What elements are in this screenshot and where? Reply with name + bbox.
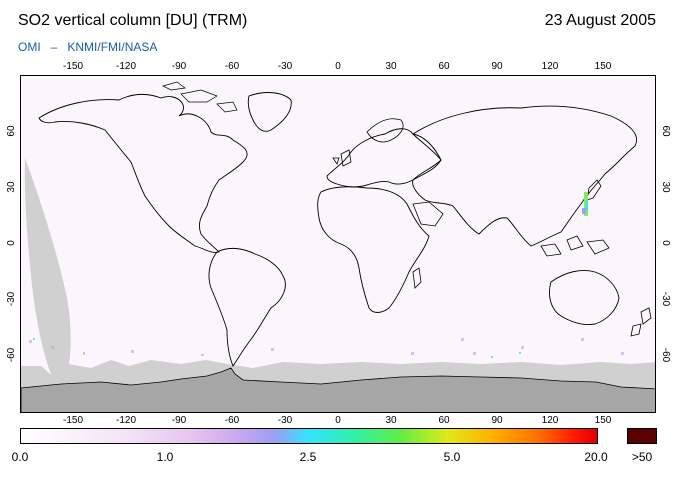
lon-tick-bottom: -90 [171,415,187,426]
map-title: SO2 vertical column [DU] (TRM) [18,12,248,29]
lat-tick-left: 0 [6,240,17,246]
lon-tick-top: 90 [491,61,503,72]
colorbar-label: 2.5 [299,450,317,464]
lon-tick-bottom: 30 [385,415,397,426]
lon-tick-bottom: 90 [491,415,503,426]
southeast-asian-islands [540,235,610,257]
credit-separator: – [50,40,58,54]
lat-tick-left: -30 [6,291,17,307]
arctic-islands [162,81,238,113]
data-credit: OMI – KNMI/FMI/NASA [18,40,157,54]
lon-tick-top: 0 [335,61,341,72]
lon-tick-top: -150 [62,61,84,72]
credit-instrument: OMI [18,40,41,54]
map-date: 23 August 2005 [544,12,656,29]
lon-tick-top: 120 [541,61,559,72]
europe [326,128,442,188]
colorbar-label: 20.0 [584,450,608,464]
australia [549,270,620,325]
so2-plume [582,208,586,214]
africa [317,186,430,313]
lat-tick-left: -60 [6,347,17,363]
lon-tick-bottom: -60 [224,415,240,426]
new-zealand [630,307,652,337]
lon-tick-bottom: -30 [277,415,293,426]
lat-tick-left: 60 [6,125,17,137]
world-map[interactable] [20,75,656,413]
asia [412,105,637,247]
lat-tick-right: 30 [660,181,671,193]
colorbar-label: 5.0 [443,450,461,464]
scandinavia [366,118,404,143]
antarctica [21,367,655,412]
lon-tick-bottom: -120 [115,415,137,426]
lon-tick-top: 150 [594,61,612,72]
lon-tick-top: -60 [224,61,240,72]
colorbar-overflow-label: >50 [631,450,653,464]
south-america [208,247,286,367]
lat-tick-right: 0 [660,240,671,246]
no-data-swath [24,158,71,384]
colorbar-label: 0.0 [11,450,29,464]
lat-tick-left: 30 [6,181,17,193]
lon-tick-top: -90 [171,61,187,72]
lat-tick-right: 60 [660,125,671,137]
lon-tick-bottom: 150 [594,415,612,426]
lon-tick-top: 30 [385,61,397,72]
colorbar-label: 1.0 [156,450,174,464]
arabian-peninsula [412,201,444,227]
lon-tick-bottom: -150 [62,415,84,426]
so2-noise-strong [33,338,521,358]
so2-noise [29,338,624,356]
lon-tick-bottom: 60 [438,415,450,426]
japan [586,179,602,201]
colorbar-overflow-swatch [627,428,657,444]
lon-tick-bottom: 120 [541,415,559,426]
greenland [247,92,292,132]
british-isles [332,149,352,167]
lon-tick-bottom: 0 [335,415,341,426]
map-canvas [21,81,655,412]
lon-tick-top: -120 [115,61,137,72]
lon-tick-top: 60 [438,61,450,72]
lat-tick-right: -30 [660,291,671,307]
north-america [38,93,248,253]
madagascar [412,267,422,289]
so2-plume [586,200,588,210]
lat-tick-right: -60 [660,347,671,363]
colorbar [20,428,598,444]
credit-institutes: KNMI/FMI/NASA [67,40,158,54]
lon-tick-top: -30 [277,61,293,72]
